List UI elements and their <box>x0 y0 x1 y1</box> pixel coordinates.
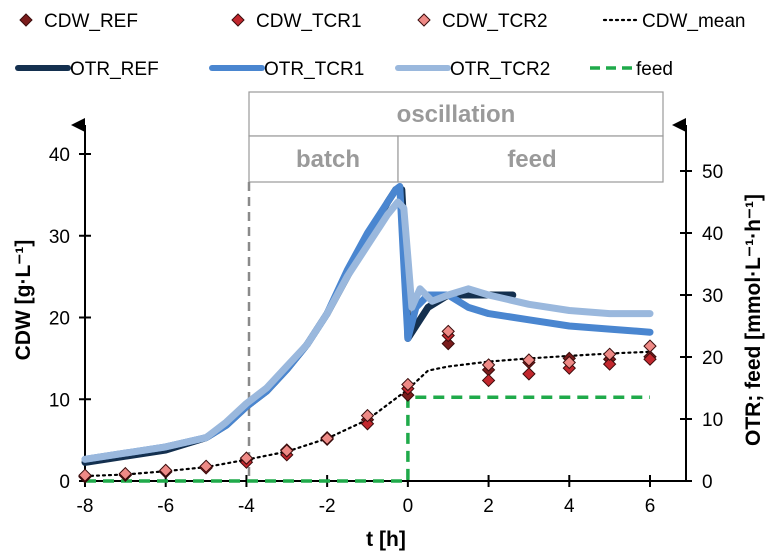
y-right-tick-label: 50 <box>702 162 723 183</box>
y-left-tick-label: 0 <box>59 472 70 493</box>
x-tick-label: -6 <box>157 496 174 517</box>
legend-marker <box>19 13 33 27</box>
data-point-cdw-tcr2 <box>78 468 92 482</box>
legend-label: CDW_REF <box>44 11 138 32</box>
y-right-tick-label: 0 <box>702 472 713 493</box>
y-right-tick-label: 20 <box>702 348 723 369</box>
phase-boxes: oscillation batch feed <box>248 91 664 183</box>
x-tick-label: 4 <box>564 496 575 517</box>
data-point-cdw-tcr1 <box>360 417 375 431</box>
legend-label: OTR_TCR2 <box>450 59 550 80</box>
data-point-cdw-tcr1 <box>522 367 536 381</box>
legend-label: feed <box>636 59 673 80</box>
data-point-cdw-tcr1 <box>481 373 496 388</box>
legend-label: OTR_REF <box>70 59 159 80</box>
x-axis-title: t [h] <box>366 528 406 551</box>
oscillation-box <box>248 91 664 137</box>
x-tick-label: 6 <box>645 496 656 517</box>
data-point-cdw-tcr2 <box>643 339 657 353</box>
data-point-cdw-tcr2 <box>602 347 617 361</box>
series <box>78 183 657 484</box>
x-tick-label: -8 <box>77 496 94 517</box>
ticks: -8 -6 -4 -2 0 2 4 6 0 10 20 30 40 0 10 20 30 40 50 <box>49 145 723 517</box>
data-point-cdw-tcr1 <box>643 352 657 366</box>
y-left-tick-label: 40 <box>49 145 70 166</box>
data-point-cdw-tcr2 <box>320 431 334 446</box>
y-left-tick-label: 20 <box>49 309 70 330</box>
feed-box <box>397 135 664 183</box>
data-point-cdw-tcr2 <box>159 463 173 478</box>
data-point-cdw-tcr2 <box>360 408 375 423</box>
y-left-axis-title: CDW [g·L⁻¹] <box>12 240 35 361</box>
legend-label: CDW_TCR2 <box>442 11 548 32</box>
data-point-cdw-tcr2 <box>280 444 294 458</box>
x-tick-label: 2 <box>483 496 494 517</box>
legend: CDW_REF CDW_TCR1 CDW_TCR2 CDW_mean OTR_REF OT… <box>15 11 745 80</box>
series-line-otr-tcr2 <box>81 198 654 463</box>
phase-feed-label: feed <box>507 146 556 173</box>
legend-marker <box>417 13 431 27</box>
y-left-tick-label: 10 <box>49 390 70 411</box>
data-point-cdw-tcr1 <box>602 357 617 371</box>
legend-label: CDW_mean <box>642 11 745 32</box>
series-line-feed <box>85 395 650 483</box>
y-right-tick-label: 30 <box>702 286 723 307</box>
x-tick-label: -4 <box>238 496 255 517</box>
y-left-tick-label: 30 <box>49 227 70 248</box>
y-right-axis-title: OTR; feed [mmol·L⁻¹·h⁻¹] <box>742 194 765 446</box>
legend-label: CDW_TCR1 <box>256 11 362 32</box>
y-right-tick-label: 10 <box>702 410 723 431</box>
data-point-cdw-tcr2 <box>522 353 536 367</box>
phase-oscillation-label: oscillation <box>397 101 516 128</box>
data-point-cdw-tcr2 <box>562 355 576 370</box>
data-point-cdw-tcr2 <box>199 459 213 473</box>
phase-batch-label: batch <box>296 146 360 173</box>
x-tick-label: 0 <box>403 496 414 517</box>
data-point-cdw-tcr2 <box>401 377 415 392</box>
y-right-tick-label: 40 <box>702 224 723 245</box>
legend-marker <box>231 13 245 27</box>
data-point-cdw-tcr2 <box>118 466 133 481</box>
series-line-cdw-mean <box>83 350 652 478</box>
data-point-cdw-tcr2 <box>481 358 496 372</box>
data-point-cdw-tcr2 <box>441 324 455 339</box>
data-point-cdw-ref <box>441 336 455 351</box>
x-tick-label: -2 <box>319 496 336 517</box>
legend-label: OTR_TCR1 <box>264 59 364 80</box>
data-point-cdw-tcr2 <box>239 451 254 465</box>
